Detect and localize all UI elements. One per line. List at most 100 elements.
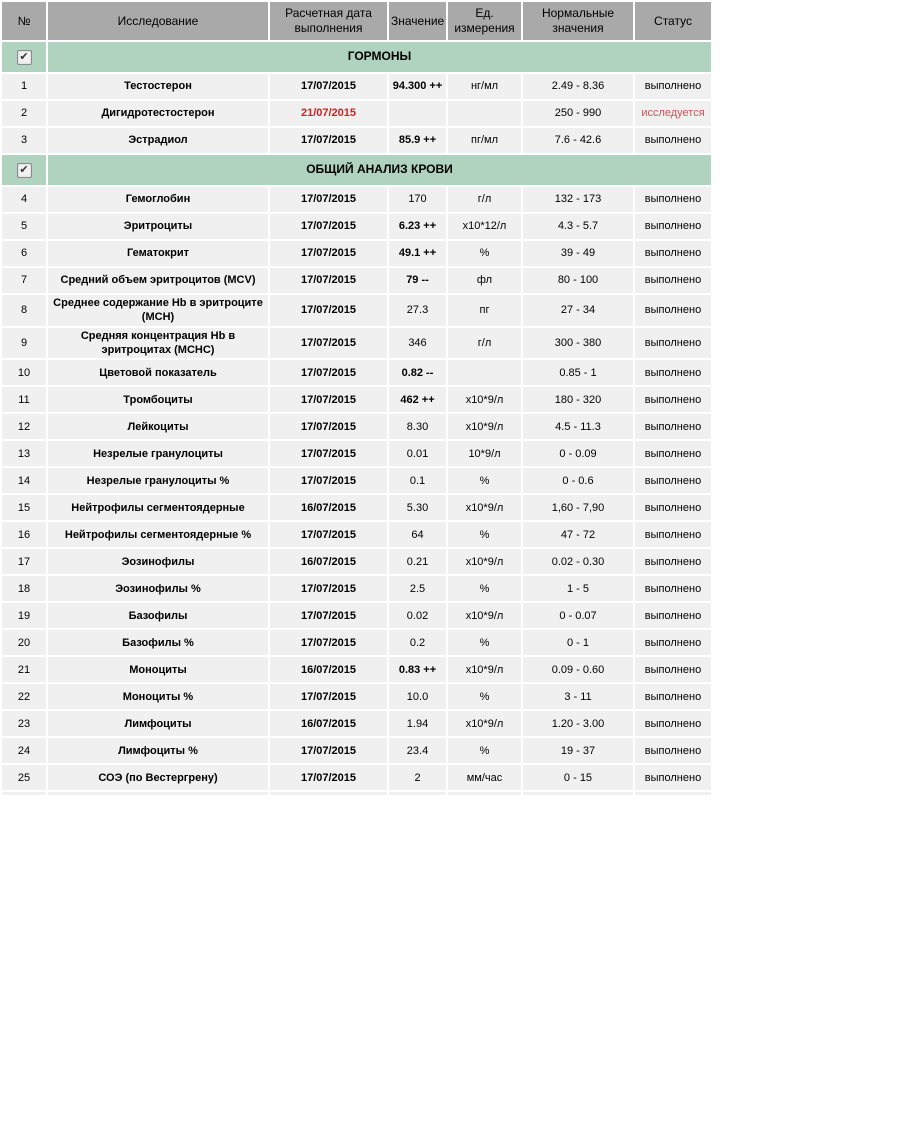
row-value: 94.300 ++: [389, 74, 446, 99]
section-checkbox-cell: ✔: [2, 42, 46, 72]
row-normal: 1.20 - 3.00: [523, 711, 633, 737]
table-row: 22 Моноциты % 17/07/2015 10.0 % 3 - 11 в…: [2, 684, 711, 710]
row-normal: 0 - 0.6: [523, 468, 633, 494]
row-status: исследуется: [635, 101, 711, 126]
row-status: выполнено: [635, 711, 711, 737]
row-status: выполнено: [635, 738, 711, 764]
row-num: 18: [2, 576, 46, 602]
section-checkbox[interactable]: ✔: [16, 49, 32, 65]
row-value: 85.9 ++: [389, 128, 446, 153]
row-normal: 180 - 320: [523, 387, 633, 413]
table-row: 19 Базофилы 17/07/2015 0.02 х10*9/л 0 - …: [2, 603, 711, 629]
row-num: 20: [2, 630, 46, 656]
row-unit: 10*9/л: [448, 441, 521, 467]
row-normal: 4.5 - 11.3: [523, 414, 633, 440]
section-title: ГОРМОНЫ: [48, 42, 711, 72]
table-row: 9 Средняя концентрация Hb в эритроцитах …: [2, 327, 711, 359]
row-date: 17/07/2015: [270, 74, 387, 99]
row-status: выполнено: [635, 576, 711, 602]
row-value: 23.4: [389, 738, 446, 764]
row-status: выполнено: [635, 495, 711, 521]
row-status: выполнено: [635, 549, 711, 575]
test-name: Нейтрофилы сегментоядерные %: [48, 522, 268, 548]
table-row: 23 Лимфоциты 16/07/2015 1.94 х10*9/л 1.2…: [2, 711, 711, 737]
table-row: 15 Нейтрофилы сегментоядерные 16/07/2015…: [2, 495, 711, 521]
row-date: 17/07/2015: [270, 128, 387, 153]
row-unit: [448, 360, 521, 386]
row-value: 79 --: [389, 268, 446, 293]
row-unit: г/л: [448, 187, 521, 212]
row-value: 170: [389, 187, 446, 212]
table-row: 24 Лимфоциты % 17/07/2015 23.4 % 19 - 37…: [2, 738, 711, 764]
row-value: 0.82 --: [389, 360, 446, 386]
row-date: 17/07/2015: [270, 765, 387, 791]
test-name: Моноциты: [48, 657, 268, 683]
row-date: 17/07/2015: [270, 738, 387, 764]
row-num: 9: [2, 327, 46, 359]
header-row: № Исследование Расчетная дата выполнения…: [2, 2, 711, 40]
table-row: 5 Эритроциты 17/07/2015 6.23 ++ х10*12/л…: [2, 214, 711, 239]
table-filler-row: [2, 792, 711, 796]
row-normal: 80 - 100: [523, 268, 633, 293]
row-num: 16: [2, 522, 46, 548]
row-unit: нг/мл: [448, 74, 521, 99]
section-row: ✔ ОБЩИЙ АНАЛИЗ КРОВИ: [2, 155, 711, 185]
row-normal: 1,60 - 7,90: [523, 495, 633, 521]
row-num: 12: [2, 414, 46, 440]
row-status: выполнено: [635, 268, 711, 293]
results-tbody: ✔ ГОРМОНЫ 1 Тестостерон 17/07/2015 94.30…: [2, 42, 711, 796]
row-normal: 19 - 37: [523, 738, 633, 764]
row-status: выполнено: [635, 214, 711, 239]
table-row: 17 Эозинофилы 16/07/2015 0.21 х10*9/л 0.…: [2, 549, 711, 575]
table-row: 6 Гематокрит 17/07/2015 49.1 ++ % 39 - 4…: [2, 241, 711, 266]
test-name: Лейкоциты: [48, 414, 268, 440]
table-row: 13 Незрелые гранулоциты 17/07/2015 0.01 …: [2, 441, 711, 467]
row-status: выполнено: [635, 468, 711, 494]
row-num: 14: [2, 468, 46, 494]
test-name: Цветовой показатель: [48, 360, 268, 386]
test-name: Тестостерон: [48, 74, 268, 99]
row-value: 2.5: [389, 576, 446, 602]
test-name: Тромбоциты: [48, 387, 268, 413]
row-normal: 0.09 - 0.60: [523, 657, 633, 683]
test-name: Эозинофилы %: [48, 576, 268, 602]
lab-results-table: № Исследование Расчетная дата выполнения…: [2, 2, 711, 796]
row-status: выполнено: [635, 327, 711, 359]
col-header-date: Расчетная дата выполнения: [270, 2, 387, 40]
checkbox-check-icon: ✔: [19, 50, 29, 63]
row-value: [389, 101, 446, 126]
col-header-test: Исследование: [48, 2, 268, 40]
row-date: 17/07/2015: [270, 522, 387, 548]
row-normal: 1 - 5: [523, 576, 633, 602]
test-name: Лимфоциты: [48, 711, 268, 737]
table-row: 3 Эстрадиол 17/07/2015 85.9 ++ пг/мл 7.6…: [2, 128, 711, 153]
test-name: Дигидротестостерон: [48, 101, 268, 126]
row-date: 17/07/2015: [270, 241, 387, 266]
row-status: выполнено: [635, 522, 711, 548]
row-unit: х10*9/л: [448, 414, 521, 440]
row-normal: 2.49 - 8.36: [523, 74, 633, 99]
row-num: 23: [2, 711, 46, 737]
test-name: Гематокрит: [48, 241, 268, 266]
table-row: 7 Средний объем эритроцитов (MCV) 17/07/…: [2, 268, 711, 293]
row-unit: пг: [448, 295, 521, 326]
checkbox-check-icon: ✔: [19, 163, 29, 176]
row-date: 17/07/2015: [270, 441, 387, 467]
row-normal: 27 - 34: [523, 295, 633, 326]
section-checkbox[interactable]: ✔: [16, 162, 32, 178]
section-row: ✔ ГОРМОНЫ: [2, 42, 711, 72]
row-num: 19: [2, 603, 46, 629]
table-row: 10 Цветовой показатель 17/07/2015 0.82 -…: [2, 360, 711, 386]
row-normal: 39 - 49: [523, 241, 633, 266]
table-row: 18 Эозинофилы % 17/07/2015 2.5 % 1 - 5 в…: [2, 576, 711, 602]
test-name: Базофилы %: [48, 630, 268, 656]
table-row: 20 Базофилы % 17/07/2015 0.2 % 0 - 1 вып…: [2, 630, 711, 656]
col-header-normal: Нормальные значения: [523, 2, 633, 40]
row-status: выполнено: [635, 128, 711, 153]
test-name: СОЭ (по Вестергрену): [48, 765, 268, 791]
row-normal: 47 - 72: [523, 522, 633, 548]
test-name: Гемоглобин: [48, 187, 268, 212]
table-row: 2 Дигидротестостерон 21/07/2015 250 - 99…: [2, 101, 711, 126]
row-num: 1: [2, 74, 46, 99]
row-unit: х10*9/л: [448, 657, 521, 683]
